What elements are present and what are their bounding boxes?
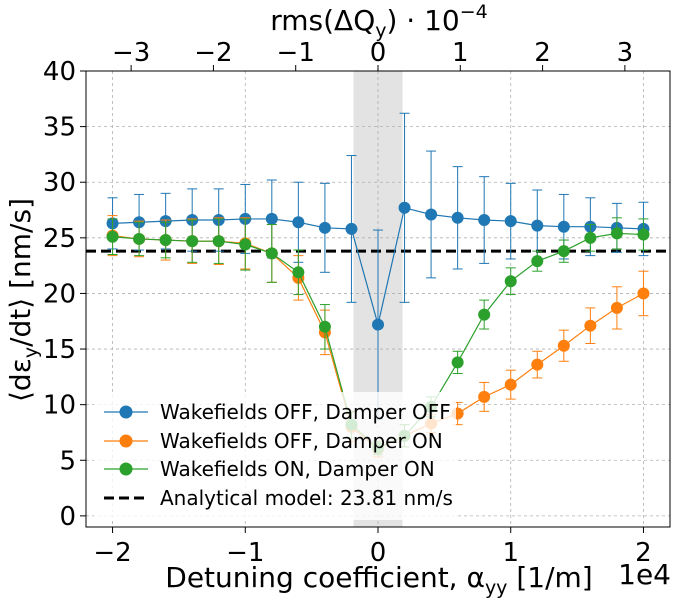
legend-entry-analytical-model: Analytical model: 23.81 nm/s bbox=[104, 486, 453, 510]
legend-label-blue: Wakefields OFF, Damper OFF bbox=[160, 400, 451, 424]
y-tick-label: 0 bbox=[59, 502, 76, 532]
y-tick-label: 5 bbox=[59, 446, 76, 476]
y-tick-label: 25 bbox=[43, 224, 76, 254]
y-tick-label: 20 bbox=[43, 279, 76, 309]
data-point bbox=[292, 216, 305, 229]
y-axis-label-post: /dt⟩ [nm/s] bbox=[4, 198, 37, 347]
data-point bbox=[345, 222, 358, 235]
data-point bbox=[531, 358, 544, 371]
x-axis-label: Detuning coefficient, αyy [1/m] bbox=[165, 561, 592, 599]
top-tick-label: 1 bbox=[452, 38, 469, 68]
data-point bbox=[265, 212, 278, 225]
legend-entry-wakefields-off-damper-off: Wakefields OFF, Damper OFF bbox=[104, 400, 451, 424]
data-point bbox=[504, 215, 517, 228]
x-tick-label: 0 bbox=[370, 538, 387, 568]
data-point bbox=[478, 308, 491, 321]
top-axis-label-exp: −4 bbox=[460, 1, 488, 23]
data-point bbox=[531, 255, 544, 268]
top-tick-label: −2 bbox=[194, 38, 232, 68]
y-axis-label: ⟨dεy/dt⟩ [nm/s] bbox=[4, 198, 42, 402]
data-point bbox=[239, 238, 252, 251]
data-point bbox=[637, 287, 650, 300]
top-axis-label-mid: ) · 10 bbox=[386, 4, 459, 37]
legend-label-analytical: Analytical model: 23.81 nm/s bbox=[160, 486, 453, 510]
data-point bbox=[265, 247, 278, 260]
data-point bbox=[478, 214, 491, 227]
top-axis-label: rms(ΔQy) · 10−4 bbox=[270, 1, 488, 42]
legend-label-orange: Wakefields OFF, Damper ON bbox=[160, 429, 443, 453]
top-axis-label-sub: y bbox=[375, 20, 386, 42]
top-tick-label: −1 bbox=[277, 38, 315, 68]
y-axis-label-sub: y bbox=[20, 347, 42, 358]
data-point bbox=[531, 219, 544, 232]
data-point bbox=[584, 231, 597, 244]
legend-entry-wakefields-on-damper-on: Wakefields ON, Damper ON bbox=[104, 457, 435, 481]
legend-label-green: Wakefields ON, Damper ON bbox=[160, 457, 435, 481]
y-tick-label: 40 bbox=[43, 57, 76, 87]
data-point bbox=[584, 319, 597, 332]
data-point bbox=[372, 318, 384, 331]
data-point bbox=[318, 221, 331, 234]
data-point bbox=[425, 208, 438, 221]
data-point bbox=[292, 266, 305, 279]
data-point bbox=[186, 235, 199, 248]
top-tick-label: 2 bbox=[534, 38, 551, 68]
legend-marker-green bbox=[119, 462, 133, 476]
data-point bbox=[318, 320, 331, 333]
legend: Wakefields OFF, Damper OFF Wakefields OF… bbox=[94, 392, 456, 520]
x-tick-label: 1 bbox=[502, 538, 519, 568]
x-tick-label: 2 bbox=[635, 538, 652, 568]
x-axis-label-unit: [1/m] bbox=[507, 561, 592, 594]
data-point bbox=[451, 356, 464, 369]
data-point bbox=[451, 211, 464, 224]
data-point bbox=[133, 232, 146, 245]
x-axis-label-sub: yy bbox=[485, 577, 508, 599]
y-axis-label-main: ⟨dε bbox=[4, 358, 37, 402]
top-tick-label: 3 bbox=[617, 38, 634, 68]
data-point bbox=[557, 220, 570, 233]
legend-entry-wakefields-off-damper-on: Wakefields OFF, Damper ON bbox=[104, 429, 443, 453]
legend-marker-orange bbox=[119, 434, 133, 448]
y-tick-label: 15 bbox=[43, 335, 76, 365]
data-point bbox=[610, 227, 623, 240]
data-point bbox=[557, 245, 570, 258]
y-tick-label: 35 bbox=[43, 113, 76, 143]
data-point bbox=[637, 228, 650, 241]
data-point bbox=[504, 275, 517, 288]
data-point bbox=[159, 234, 172, 247]
data-point bbox=[504, 378, 517, 391]
legend-marker-blue bbox=[119, 405, 133, 419]
data-point bbox=[478, 390, 491, 403]
data-point bbox=[106, 230, 119, 243]
x-tick-label: −2 bbox=[93, 538, 131, 568]
x-tick-label: −1 bbox=[226, 538, 264, 568]
y-tick-label: 30 bbox=[43, 168, 76, 198]
top-axis-label-main: rms(ΔQ bbox=[270, 4, 375, 37]
data-point bbox=[398, 201, 411, 214]
data-point bbox=[557, 339, 570, 352]
legend-frame bbox=[94, 392, 456, 520]
y-tick-label: 10 bbox=[43, 391, 76, 421]
data-point bbox=[212, 235, 225, 248]
top-tick-label: 0 bbox=[370, 38, 387, 68]
x-axis-label-main: Detuning coefficient, α bbox=[165, 561, 485, 594]
top-tick-label: −3 bbox=[112, 38, 150, 68]
x-offset-text: 1e4 bbox=[618, 558, 671, 591]
data-point bbox=[610, 301, 623, 314]
